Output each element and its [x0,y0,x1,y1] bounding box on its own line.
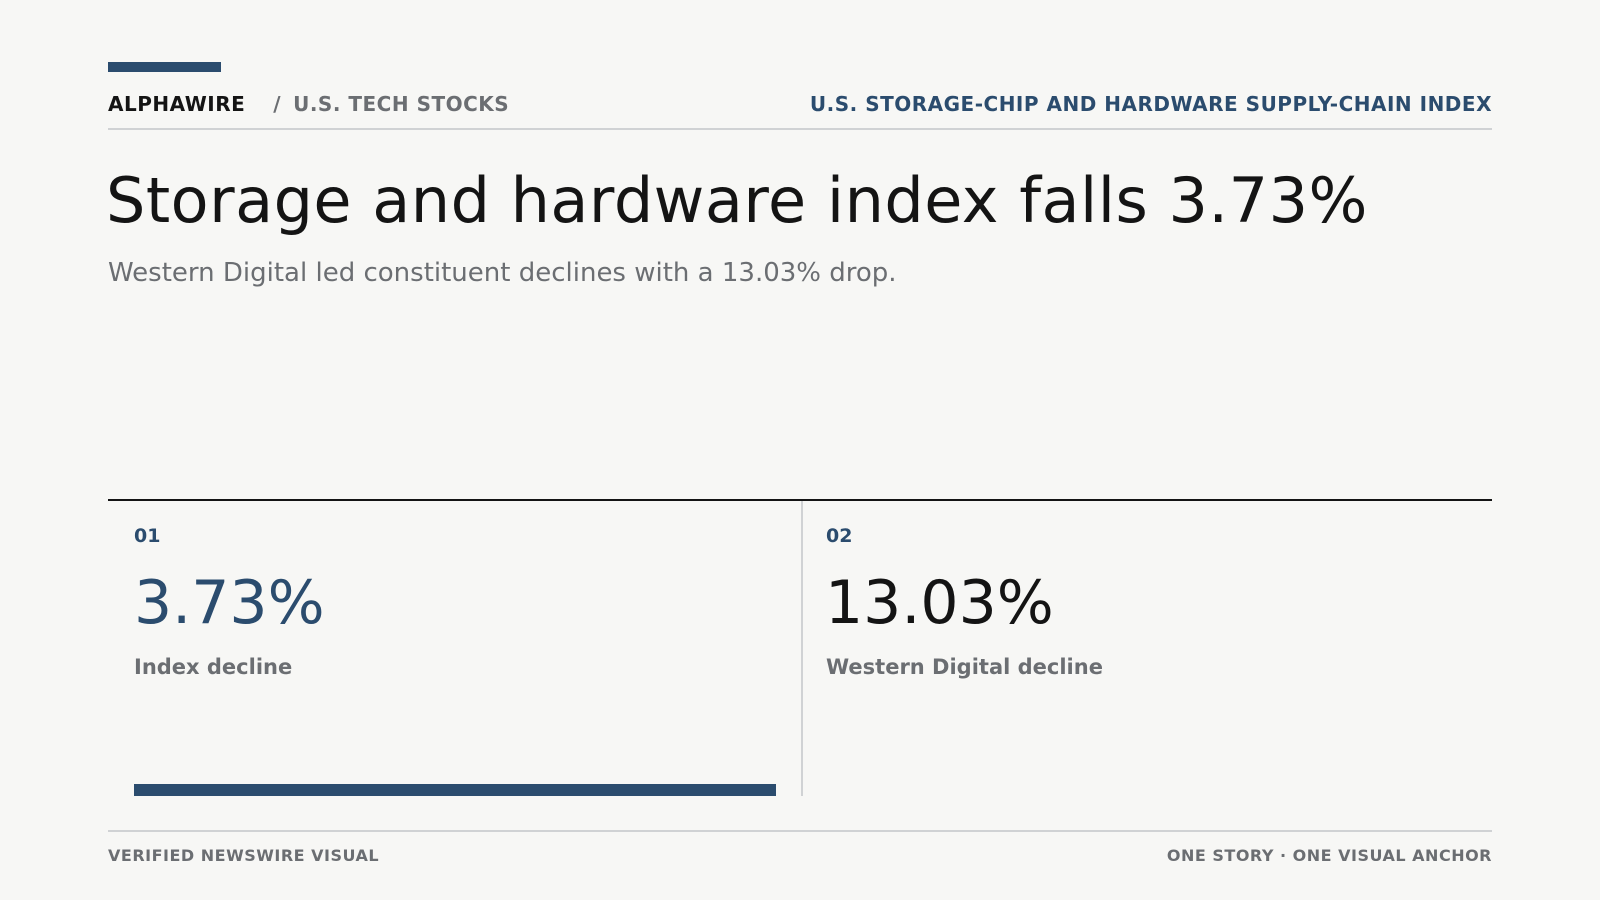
card-number: 01 [134,525,161,547]
breadcrumb: ALPHAWIRE / U.S. TECH STOCKS [108,92,509,116]
section-link[interactable]: U.S. TECH STOCKS [293,92,510,116]
brand-name[interactable]: ALPHAWIRE [108,92,246,116]
card-label: Western Digital decline [826,655,1103,679]
index-decline-bar-fill [134,784,776,796]
breadcrumb-separator: / [273,92,282,116]
header: ALPHAWIRE / U.S. TECH STOCKS U.S. STORAGE-… [108,92,1492,116]
header-divider [108,128,1492,130]
footer-divider [108,830,1492,832]
stat-card-index: 01 3.73% Index decline [108,499,801,798]
stat-card-western-digital: 02 13.03% Western Digital decline [801,499,1492,798]
footer-left: VERIFIED NEWSWIRE VISUAL [108,846,380,865]
footer: VERIFIED NEWSWIRE VISUAL ONE STORY · ONE… [108,846,1492,865]
subheadline: Western Digital led constituent declines… [108,258,897,288]
index-decline-bar [134,784,776,796]
footer-right: ONE STORY · ONE VISUAL ANCHOR [1166,846,1492,865]
card-value: 3.73% [134,568,325,638]
card-number: 02 [826,525,853,547]
stat-cards: 01 3.73% Index decline 02 13.03% Western… [108,499,1492,796]
card-value: 13.03% [825,568,1054,638]
accent-bar [108,62,221,72]
card-label: Index decline [134,655,293,679]
headline: Storage and hardware index falls 3.73% [106,164,1368,237]
index-name: U.S. STORAGE-CHIP AND HARDWARE SUPPLY-CH… [809,92,1492,116]
card-divider [801,499,803,796]
